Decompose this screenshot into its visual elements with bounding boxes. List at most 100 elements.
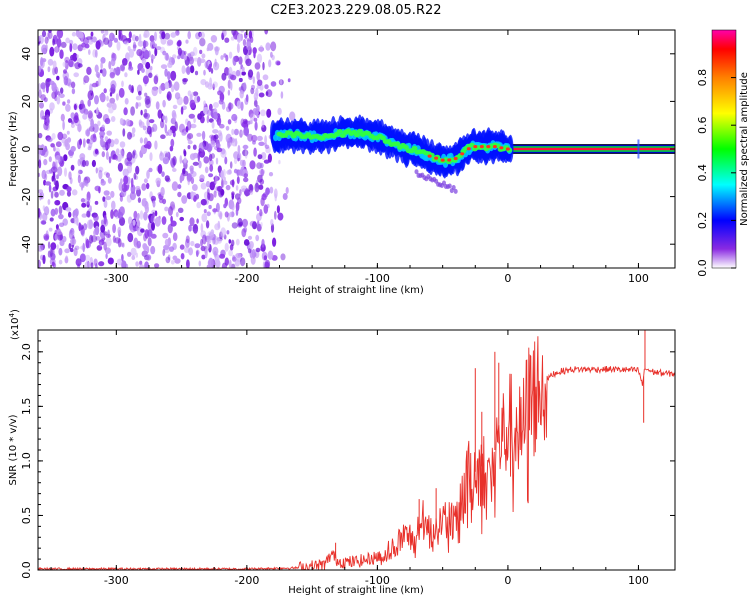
noise-blob bbox=[198, 260, 202, 267]
noise-blob bbox=[193, 195, 197, 202]
noise-blob bbox=[253, 50, 256, 59]
noise-blob bbox=[77, 139, 82, 150]
noise-blob bbox=[154, 47, 158, 57]
noise-blob bbox=[135, 35, 139, 42]
noise-blob bbox=[77, 174, 81, 184]
noise-blob bbox=[54, 191, 59, 198]
noise-blob bbox=[89, 234, 94, 244]
noise-blob bbox=[175, 211, 179, 218]
noise-blob bbox=[232, 56, 237, 66]
noise-blob bbox=[56, 244, 59, 250]
noise-blob bbox=[170, 201, 175, 211]
noise-blob bbox=[219, 123, 225, 129]
noise-blob bbox=[162, 248, 166, 257]
noise-blob bbox=[187, 133, 194, 140]
noise-blob bbox=[49, 217, 54, 222]
noise-blob bbox=[46, 137, 53, 143]
noise-blob bbox=[172, 255, 178, 261]
noise-blob bbox=[224, 211, 229, 218]
colorbar-tick-label: 0.8 bbox=[696, 69, 709, 87]
figure-title: C2E3.2023.229.08.05.R22 bbox=[270, 3, 441, 18]
x-tick-label: 0 bbox=[504, 574, 511, 587]
noise-blob bbox=[47, 31, 53, 39]
noise-blob bbox=[47, 58, 54, 66]
noise-blob bbox=[239, 257, 246, 267]
noise-blob bbox=[119, 195, 123, 202]
noise-blob bbox=[262, 74, 269, 81]
noise-blob bbox=[179, 155, 183, 164]
noise-blob bbox=[192, 46, 198, 57]
noise-blob bbox=[66, 190, 72, 197]
noise-blob bbox=[232, 254, 236, 260]
noise-blob bbox=[52, 38, 55, 46]
noise-blob bbox=[164, 115, 168, 124]
noise-blob bbox=[60, 87, 64, 94]
noise-blob bbox=[218, 99, 224, 105]
noise-blob bbox=[239, 89, 244, 99]
noise-blob bbox=[135, 261, 139, 267]
noise-blob bbox=[236, 33, 242, 43]
noise-blob bbox=[138, 121, 145, 128]
noise-blob bbox=[160, 82, 166, 91]
noise-blob bbox=[209, 237, 212, 244]
noise-blob bbox=[228, 259, 232, 268]
noise-blob bbox=[249, 184, 253, 191]
noise-blob bbox=[210, 35, 218, 43]
noise-blob bbox=[110, 116, 116, 122]
noise-blob bbox=[146, 170, 150, 179]
noise-blob bbox=[141, 68, 145, 73]
noise-blob bbox=[127, 251, 132, 257]
colorbar-tick-label: 0.2 bbox=[696, 212, 709, 230]
noise-blob bbox=[114, 138, 119, 145]
noise-blob bbox=[245, 58, 252, 67]
noise-blob bbox=[103, 190, 110, 196]
noise-blob bbox=[188, 52, 192, 58]
noise-blob bbox=[135, 252, 138, 258]
x-tick-label: 100 bbox=[628, 574, 649, 587]
noise-blob bbox=[88, 39, 94, 45]
noise-blob bbox=[186, 259, 190, 268]
noise-blob bbox=[163, 244, 170, 250]
noise-blob bbox=[192, 144, 197, 150]
noise-blob bbox=[65, 142, 70, 151]
noise-blob bbox=[132, 219, 136, 226]
noise-blob bbox=[103, 37, 110, 45]
noise-blob bbox=[91, 82, 98, 88]
noise-blob bbox=[106, 95, 109, 102]
noise-blob bbox=[203, 209, 207, 214]
noise-blob bbox=[60, 113, 65, 122]
noise-blob bbox=[200, 198, 207, 206]
noise-blob bbox=[47, 66, 51, 73]
noise-blob bbox=[58, 214, 64, 220]
noise-blob bbox=[170, 138, 175, 148]
noise-blob bbox=[225, 54, 229, 62]
noise-blob bbox=[201, 234, 207, 245]
noise-blob bbox=[98, 186, 101, 194]
noise-blob bbox=[229, 179, 235, 186]
noise-blob bbox=[48, 227, 53, 232]
noise-blob bbox=[206, 47, 210, 52]
noise-blob bbox=[117, 226, 122, 235]
noise-blob bbox=[196, 132, 202, 137]
noise-blob bbox=[38, 35, 41, 42]
noise-blob bbox=[234, 157, 238, 165]
noise-blob bbox=[209, 181, 215, 191]
noise-blob bbox=[110, 83, 116, 94]
noise-blob bbox=[38, 172, 41, 178]
noise-blob bbox=[62, 133, 68, 140]
noise-blob bbox=[125, 118, 131, 127]
noise-blob bbox=[216, 147, 223, 153]
noise-blob bbox=[177, 55, 181, 60]
noise-blob bbox=[98, 169, 103, 180]
noise-blob bbox=[210, 68, 214, 74]
noise-blob bbox=[81, 213, 88, 218]
noise-blob bbox=[38, 208, 41, 218]
noise-blob bbox=[267, 250, 274, 260]
noise-blob bbox=[153, 43, 158, 48]
noise-blob bbox=[179, 244, 185, 250]
noise-blob bbox=[55, 141, 62, 148]
noise-blob bbox=[162, 99, 166, 108]
noise-blob bbox=[107, 257, 114, 265]
noise-blob bbox=[213, 134, 219, 140]
